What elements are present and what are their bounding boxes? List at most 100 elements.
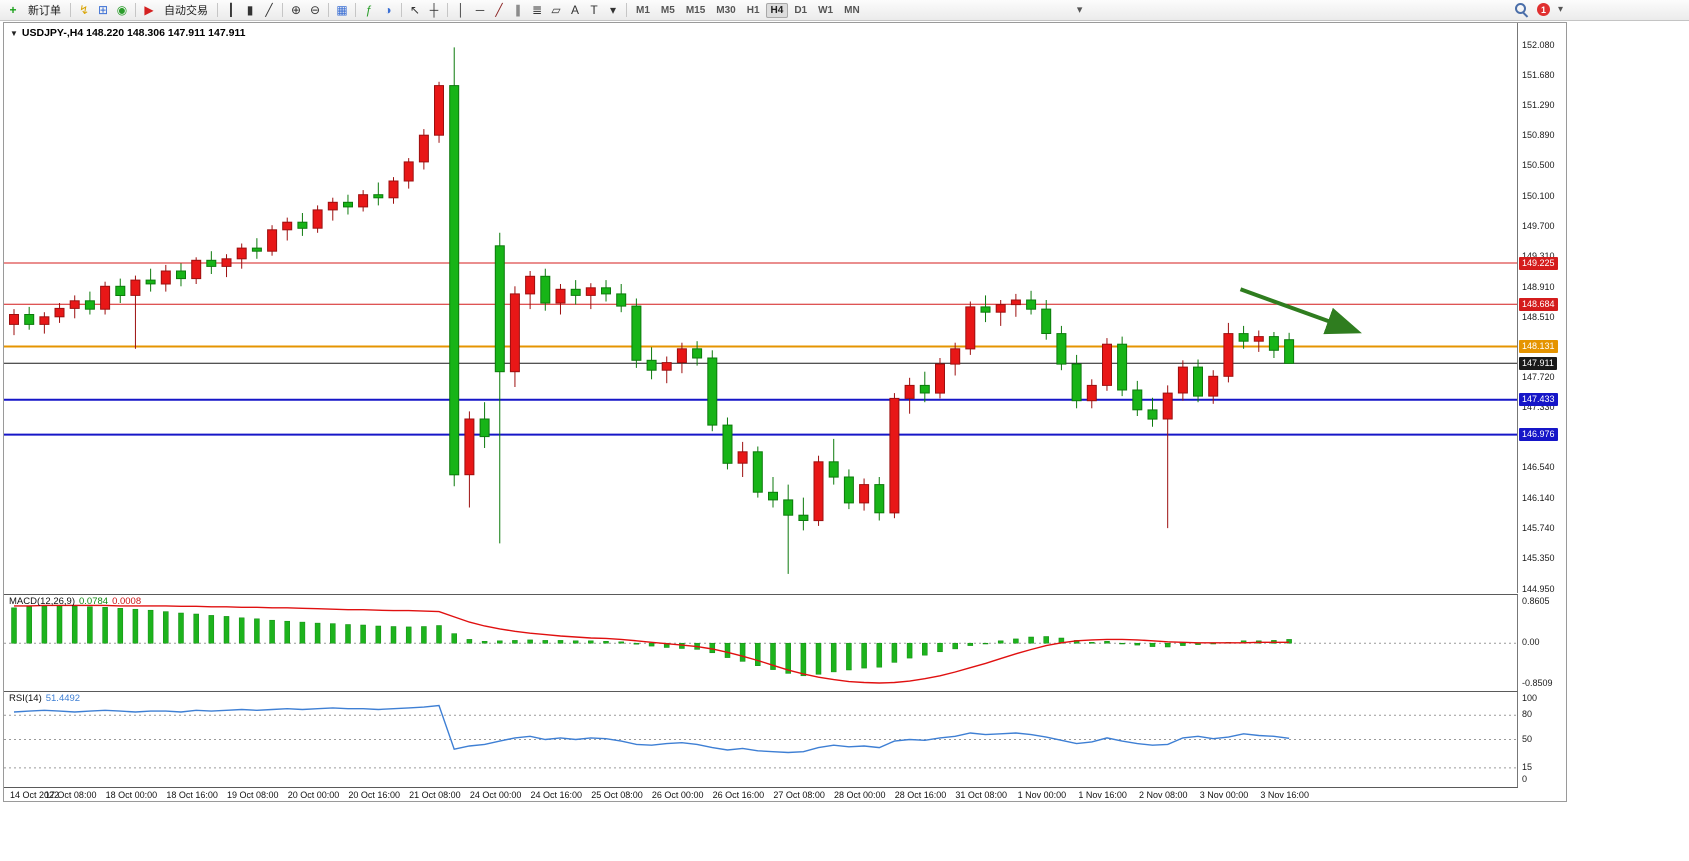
time-axis-label: 3 Nov 16:00 (1260, 790, 1309, 800)
price-axis-tick: 148.510 (1522, 312, 1555, 322)
candle (1102, 338, 1112, 391)
bar-chart-icon[interactable]: ┃ (227, 2, 235, 17)
timeframe-d1[interactable]: D1 (794, 4, 808, 16)
macd-axis-tick: 0.8605 (1522, 596, 1550, 606)
time-axis-label: 24 Oct 00:00 (469, 790, 522, 800)
price-axis-tick: 146.540 (1522, 462, 1555, 473)
candle (1041, 300, 1052, 340)
timeframe-m1[interactable]: M1 (636, 4, 650, 16)
toolbar-overflow-icon[interactable]: ▾ (1076, 3, 1083, 16)
price-flag-146.976: 146.976 (1519, 428, 1558, 442)
candle (494, 232, 505, 544)
toolbar-right-cluster: 1 ▾ (1514, 2, 1563, 17)
notification-badge[interactable]: 1 (1536, 3, 1550, 16)
time-axis-label: 25 Oct 08:00 (591, 790, 643, 800)
price-axis-tick: 145.740 (1522, 523, 1555, 534)
price-axis-tick: 145.350 (1522, 553, 1555, 564)
line-chart-icon[interactable]: ╱ (265, 2, 273, 17)
candle (692, 341, 703, 366)
chart-window: ▼ USDJPY-,H4 148.220 148.306 147.911 147… (3, 22, 1567, 802)
timeframe-m5[interactable]: M5 (660, 4, 675, 16)
lightning-icon[interactable]: ↯ (78, 2, 90, 17)
text-icon[interactable]: A (570, 2, 579, 17)
trendline-icon[interactable]: ╱ (495, 2, 503, 17)
candle (115, 278, 126, 303)
timeframe-h1[interactable]: H1 (746, 4, 760, 16)
horizontal-line-icon[interactable]: ─ (475, 2, 485, 17)
label-icon[interactable]: T (590, 2, 598, 17)
candle (980, 295, 991, 323)
toolbar-separator (401, 3, 402, 17)
indicators-icon[interactable]: ƒ (365, 2, 373, 17)
zoom-in-icon[interactable]: ⊕ (290, 2, 302, 17)
shapes-icon[interactable]: ▱ (551, 2, 561, 17)
toolbar-separator (355, 3, 356, 17)
cursor-icon[interactable]: ↖ (409, 2, 421, 17)
timeframe-w1[interactable]: W1 (818, 4, 834, 16)
candle (661, 356, 672, 384)
candle (1253, 330, 1264, 352)
toolbar-separator (135, 3, 136, 17)
vertical-line-icon[interactable]: │ (457, 2, 465, 17)
candle (24, 306, 35, 330)
candle (950, 342, 961, 376)
toolbar-separator (447, 3, 448, 17)
candle (1117, 336, 1128, 397)
timeframe-h4[interactable]: H4 (765, 2, 789, 18)
candle (1132, 380, 1143, 416)
time-axis-label: 24 Oct 16:00 (530, 790, 583, 800)
search-icon[interactable] (1514, 2, 1529, 17)
time-axis-label: 3 Nov 00:00 (1199, 790, 1249, 800)
time-axis-label: 17 Oct 08:00 (44, 790, 97, 800)
timeframe-m15[interactable]: M15 (685, 4, 706, 16)
autotrade-button[interactable]: 自动交易 (164, 5, 208, 17)
rsi-axis-tick: 100 (1522, 693, 1538, 703)
time-axis-label: 27 Oct 08:00 (773, 790, 825, 800)
fibonacci-icon[interactable]: ≣ (531, 2, 543, 17)
price-chart[interactable] (4, 23, 1518, 593)
candlestick-chart-icon[interactable]: ▮ (246, 2, 254, 17)
new-chart-icon[interactable]: ⊞ (97, 2, 109, 17)
time-axis-label: 19 Oct 08:00 (227, 790, 279, 800)
timeframe-m30[interactable]: M30 (716, 4, 736, 16)
rsi-axis-tick: 0 (1522, 774, 1528, 784)
crosshair-icon[interactable]: ┼ (429, 2, 439, 17)
trend-arrow[interactable] (1239, 287, 1362, 335)
candle (479, 402, 490, 448)
time-axis-label: 31 Oct 08:00 (955, 790, 1007, 800)
candle (783, 484, 794, 574)
dropdown-caret-icon[interactable]: ▾ (1557, 4, 1563, 15)
price-flag-148.131: 148.131 (1519, 340, 1558, 353)
rsi-label: RSI(14) 51.4492 (9, 693, 80, 704)
toolbar-separator (626, 3, 627, 17)
new-order-button[interactable]: 新订单 (28, 5, 61, 17)
main-toolbar: + 新订单 ↯ ⊞ ◉ ▶ 自动交易 ┃ ▮ ╱ ⊕ ⊖ ▦ ƒ ◑ ↖ ┼ │ ─ ╱ ∥ ≣ ▱ A T ▾ M1 M5 M15 M3… (0, 0, 1689, 21)
candle (176, 263, 186, 287)
arrows-icon[interactable]: ▾ (609, 2, 617, 17)
collapse-icon[interactable]: ▼ (10, 28, 18, 38)
candle (434, 81, 444, 143)
macd-panel[interactable] (4, 594, 1518, 691)
candle (388, 177, 399, 204)
candle (206, 251, 217, 274)
price-axis-tick: 144.950 (1522, 583, 1555, 594)
tile-windows-icon[interactable]: ▦ (336, 2, 348, 17)
candle (995, 300, 1006, 326)
new-order-icon[interactable]: + (9, 2, 17, 17)
timeframe-mn[interactable]: MN (844, 4, 860, 16)
candle (1193, 359, 1203, 403)
periods-icon[interactable]: ◑ (384, 2, 392, 17)
price-axis-tick: 150.500 (1522, 160, 1555, 171)
price-flag-148.684: 148.684 (1519, 297, 1558, 311)
time-axis-label: 18 Oct 00:00 (105, 790, 158, 800)
macd-axis-tick: 0.00 (1522, 637, 1540, 648)
autotrade-icon[interactable]: ▶ (144, 2, 154, 17)
macd-name: MACD(12,26,9) (9, 596, 75, 607)
rsi-panel[interactable] (4, 691, 1518, 788)
candle (1162, 385, 1173, 529)
zoom-out-icon[interactable]: ⊖ (309, 2, 321, 17)
channel-icon[interactable]: ∥ (515, 2, 521, 17)
candle (889, 393, 900, 519)
candle (449, 47, 460, 487)
refresh-icon[interactable]: ◉ (116, 2, 128, 17)
